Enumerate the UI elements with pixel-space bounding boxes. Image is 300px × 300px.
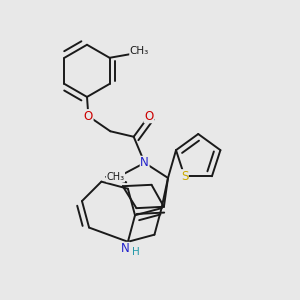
- Text: CH₃: CH₃: [130, 46, 149, 56]
- Text: N: N: [140, 156, 149, 169]
- Text: H: H: [132, 247, 140, 257]
- Text: S: S: [181, 170, 188, 183]
- Text: N: N: [121, 242, 130, 255]
- Text: CH₃: CH₃: [106, 172, 124, 182]
- Text: O: O: [84, 110, 93, 123]
- Text: O: O: [144, 110, 153, 123]
